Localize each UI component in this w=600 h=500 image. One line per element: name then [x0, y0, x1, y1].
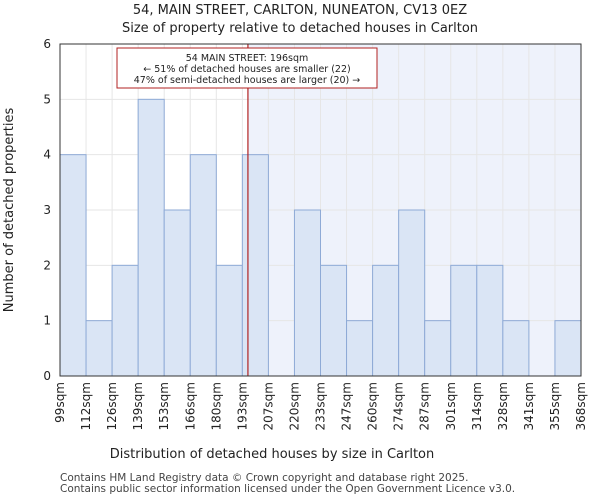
- y-tick-label: 2: [43, 258, 51, 272]
- footer-copyright: Contains HM Land Registry data © Crown c…: [60, 472, 469, 484]
- y-tick-label: 3: [43, 203, 51, 217]
- bar-301sqm: [450, 264, 478, 377]
- x-tick-label: 166sqm: [183, 382, 197, 430]
- x-tick-label: 274sqm: [392, 382, 406, 430]
- x-tick-label: 112sqm: [79, 382, 93, 430]
- footer-licence: Contains public sector information licen…: [60, 483, 516, 495]
- bar-220sqm: [293, 209, 322, 377]
- x-tick-label: 260sqm: [366, 382, 380, 430]
- annotation-box-border: [116, 47, 378, 89]
- annotation-marker-label: 54 MAIN STREET: 196sqm: [186, 53, 309, 64]
- x-tick-label: 301sqm: [444, 382, 458, 430]
- histogram-chart: 54, MAIN STREET, CARLTON, NUNEATON, CV13…: [2, 3, 588, 462]
- x-tick-label: 233sqm: [314, 382, 328, 430]
- annotation-box: 54 MAIN STREET: 196sqm ← 51% of detached…: [116, 47, 378, 89]
- bar-180sqm: [215, 264, 243, 377]
- annotation-larger-text: 47% of semi-detached houses are larger (…: [134, 75, 361, 86]
- y-tick-label: 1: [43, 314, 51, 328]
- x-axis-label: Distribution of detached houses by size …: [110, 447, 435, 462]
- x-tick-label: 341sqm: [522, 382, 536, 430]
- y-tick-label: 5: [43, 92, 51, 106]
- bar-153sqm: [163, 209, 191, 377]
- x-axis-ticks: 99sqm 112sqm 126sqm 139sqm 153sqm 166sqm 180sq…: [53, 382, 588, 430]
- bar-260sqm: [372, 264, 400, 377]
- x-tick-label: 314sqm: [470, 382, 484, 430]
- y-axis-label: Number of detached properties: [2, 108, 17, 313]
- x-tick-label: 139sqm: [131, 382, 145, 430]
- x-tick-label: 180sqm: [209, 382, 223, 430]
- x-tick-label: 220sqm: [287, 382, 301, 430]
- x-tick-label: 126sqm: [105, 382, 119, 430]
- bar-314sqm: [476, 264, 504, 377]
- bar-139sqm: [137, 98, 165, 377]
- y-axis-ticks: 0 1 2 3 4 5 6: [43, 37, 51, 383]
- x-tick-label: 355sqm: [548, 382, 562, 430]
- x-tick-label: 368sqm: [574, 382, 588, 430]
- bar-233sqm: [320, 264, 348, 377]
- bar-126sqm: [111, 264, 139, 377]
- x-tick-label: 247sqm: [340, 382, 354, 430]
- bar-193sqm: [241, 154, 269, 377]
- bar-247sqm: [346, 320, 374, 377]
- bar-166sqm: [189, 154, 217, 377]
- bar-274sqm: [398, 209, 426, 377]
- chart-title-line2: Size of property relative to detached ho…: [122, 21, 478, 36]
- bar-99sqm: [59, 154, 87, 377]
- plot-frame: [59, 43, 582, 377]
- y-tick-label: 0: [43, 369, 51, 383]
- bars: [59, 98, 582, 377]
- bar-287sqm: [424, 320, 452, 377]
- x-tick-label: 153sqm: [157, 382, 171, 430]
- y-tick-label: 4: [43, 148, 51, 162]
- x-tick-label: 287sqm: [418, 382, 432, 430]
- chart-title-line1: 54, MAIN STREET, CARLTON, NUNEATON, CV13…: [133, 3, 467, 18]
- bar-328sqm: [502, 320, 530, 377]
- bar-112sqm: [85, 320, 113, 377]
- bar-355sqm: [554, 320, 582, 377]
- annotation-smaller-text: ← 51% of detached houses are smaller (22…: [143, 64, 350, 75]
- x-tick-label: 193sqm: [235, 382, 249, 430]
- y-tick-label: 6: [43, 37, 51, 51]
- x-tick-label: 207sqm: [261, 382, 275, 430]
- x-tick-label: 328sqm: [496, 382, 510, 430]
- x-tick-label: 99sqm: [53, 382, 67, 423]
